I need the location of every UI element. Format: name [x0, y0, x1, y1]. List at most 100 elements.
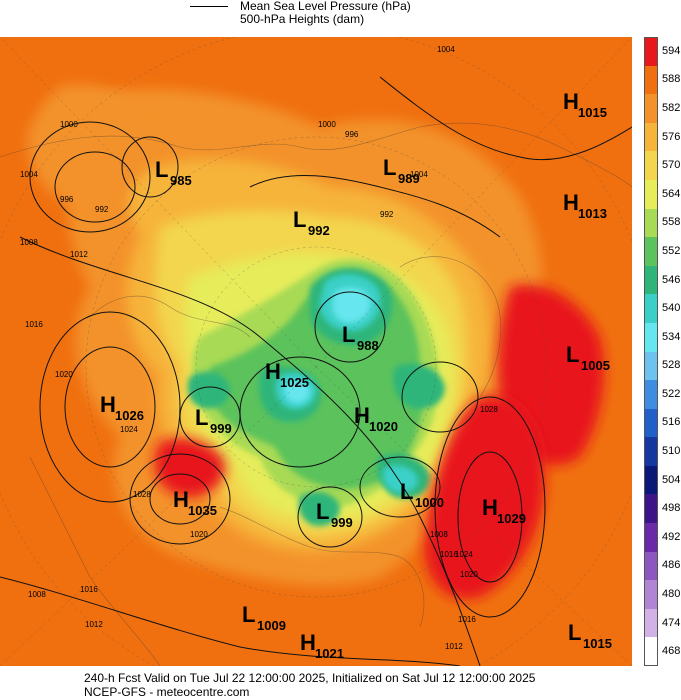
pressure-system-low: L 989: [383, 155, 420, 186]
colorbar-swatch-582: [644, 94, 658, 124]
pressure-system-low: L 985: [155, 157, 192, 188]
pressure-system-low: L 988: [342, 322, 379, 353]
isobar-long-3: [379, 76, 633, 161]
coastline-north: [0, 122, 633, 188]
colorbar-swatch-540: [644, 294, 658, 324]
pressure-system-value: 988: [357, 338, 379, 353]
pressure-system-high: H 1026: [100, 392, 144, 423]
graticule-meridian-4: [315, 366, 633, 667]
colorbar-label-540: 540: [662, 302, 681, 315]
pressure-system-letter: H: [563, 89, 579, 114]
pressure-system-letter: L: [155, 157, 168, 182]
contour-594-east-b: [424, 395, 545, 599]
contour-582-northwest: [27, 84, 150, 207]
pressure-system-high: H 1020: [354, 403, 398, 434]
pressure-system-letter: H: [265, 359, 281, 384]
colorbar-swatch-474: [644, 608, 658, 638]
isobar-pac-1: [434, 396, 546, 618]
pressure-system-value: 1035: [188, 503, 217, 518]
colorbar-swatch-504: [644, 465, 658, 495]
isobar-long-1: [19, 236, 481, 667]
pressure-system-high: H 1021: [300, 630, 344, 661]
isobar-nw-2: [54, 151, 136, 223]
colorbar-label-528: 528: [662, 359, 681, 372]
isobar-pole-2: [314, 291, 386, 363]
contour-534: [284, 287, 371, 404]
pressure-system-low: L 1009: [242, 602, 286, 633]
pressure-system-letter: L: [568, 620, 581, 645]
isobar-long-4: [249, 174, 501, 238]
pressure-system-value: 1029: [497, 511, 526, 526]
isobar-label: 1008: [20, 238, 38, 247]
colorbar-swatch-570: [644, 151, 658, 181]
pressure-system-high: H 1029: [482, 495, 526, 526]
model-credit-text: NCEP-GFS - meteocentre.com: [84, 685, 250, 699]
legend-heights-label: 500-hPa Heights (dam): [240, 12, 365, 26]
isobar-label: 1012: [445, 642, 463, 651]
isobar-pole-6: [401, 361, 479, 433]
isobar-pole-3: [359, 456, 441, 518]
pressure-system-letter: H: [300, 630, 316, 655]
isobar-atl-1: [39, 311, 181, 503]
pressure-system-letter: H: [173, 487, 189, 512]
pressure-system-low: L 1015: [568, 620, 612, 651]
isobar-label: 992: [95, 205, 109, 214]
pressure-system-high: H 1015: [563, 89, 607, 120]
colorbar-label-582: 582: [662, 101, 681, 114]
height-field: [0, 37, 632, 666]
colorbar-label-552: 552: [662, 244, 681, 257]
isobar-label: 1016: [80, 585, 98, 594]
colorbar-label-564: 564: [662, 187, 681, 200]
colorbar-swatch-564: [644, 179, 658, 210]
legend-line-swatch: [190, 6, 228, 7]
colorbar-swatch-576: [644, 122, 658, 152]
pressure-system-letter: L: [195, 405, 208, 430]
isobar-label: 1000: [60, 120, 78, 129]
pressure-system-letter: L: [342, 322, 355, 347]
pressure-system-letter: H: [354, 403, 370, 428]
graticule-ring-1: [195, 246, 437, 488]
isobar-nw-1: [29, 121, 151, 233]
colorbar-swatch-486: [644, 551, 658, 581]
colorbar-label-468: 468: [662, 645, 681, 658]
colorbar-label-522: 522: [662, 387, 681, 400]
pressure-system-value: 1021: [315, 646, 344, 661]
isobar-long-2: [0, 576, 461, 667]
pressure-system-value: 1009: [257, 618, 286, 633]
pressure-system-letter: H: [563, 190, 579, 215]
pressure-system-value: 999: [331, 515, 353, 530]
pressure-system-value: 1013: [578, 206, 607, 221]
pressure-system-letter: L: [383, 155, 396, 180]
pressure-system-value: 1000: [415, 495, 444, 510]
colorbar-label-594: 594: [662, 44, 681, 57]
isobar-label: 1016: [440, 550, 458, 559]
isobar-pac-2: [457, 451, 523, 583]
colorbar-label-504: 504: [662, 473, 681, 486]
coastline-america: [29, 456, 161, 667]
colorbar-label-492: 492: [662, 530, 681, 543]
coastline-europe: [219, 506, 425, 628]
pressure-system-low: L 992: [293, 207, 330, 238]
weather-map: H 1015 L 985 L 989 H 1013 L 992 L 988 L 1005 H 1025 H 102…: [0, 26, 657, 700]
isobar-atl-4: [149, 473, 211, 525]
isobars: [0, 76, 633, 667]
colorbar-swatch-552: [644, 237, 658, 267]
colorbar-label-546: 546: [662, 273, 681, 286]
pressure-system-low: L 1000: [400, 479, 444, 510]
isobar-label: 1004: [410, 170, 428, 179]
pressure-system-low: L 999: [195, 405, 232, 436]
isobar-nw-3: [121, 136, 179, 198]
pressure-system-high: H 1035: [173, 487, 217, 518]
colorbar-label-534: 534: [662, 330, 681, 343]
isobar-label: 1008: [430, 530, 448, 539]
colorbar-swatch-522: [644, 380, 658, 410]
colorbar-swatch-510: [644, 437, 658, 467]
coastlines: [0, 122, 633, 667]
colorbar-label-558: 558: [662, 216, 681, 229]
graticule-ring-2: [85, 136, 547, 598]
colorbar-swatch-546: [644, 265, 658, 295]
pressure-system-letter: L: [400, 479, 413, 504]
isobar-pole-5: [297, 486, 363, 548]
footer: 240-h Fcst Valid on Tue Jul 22 12:00:00 …: [0, 672, 681, 700]
contour-546: [187, 267, 445, 527]
